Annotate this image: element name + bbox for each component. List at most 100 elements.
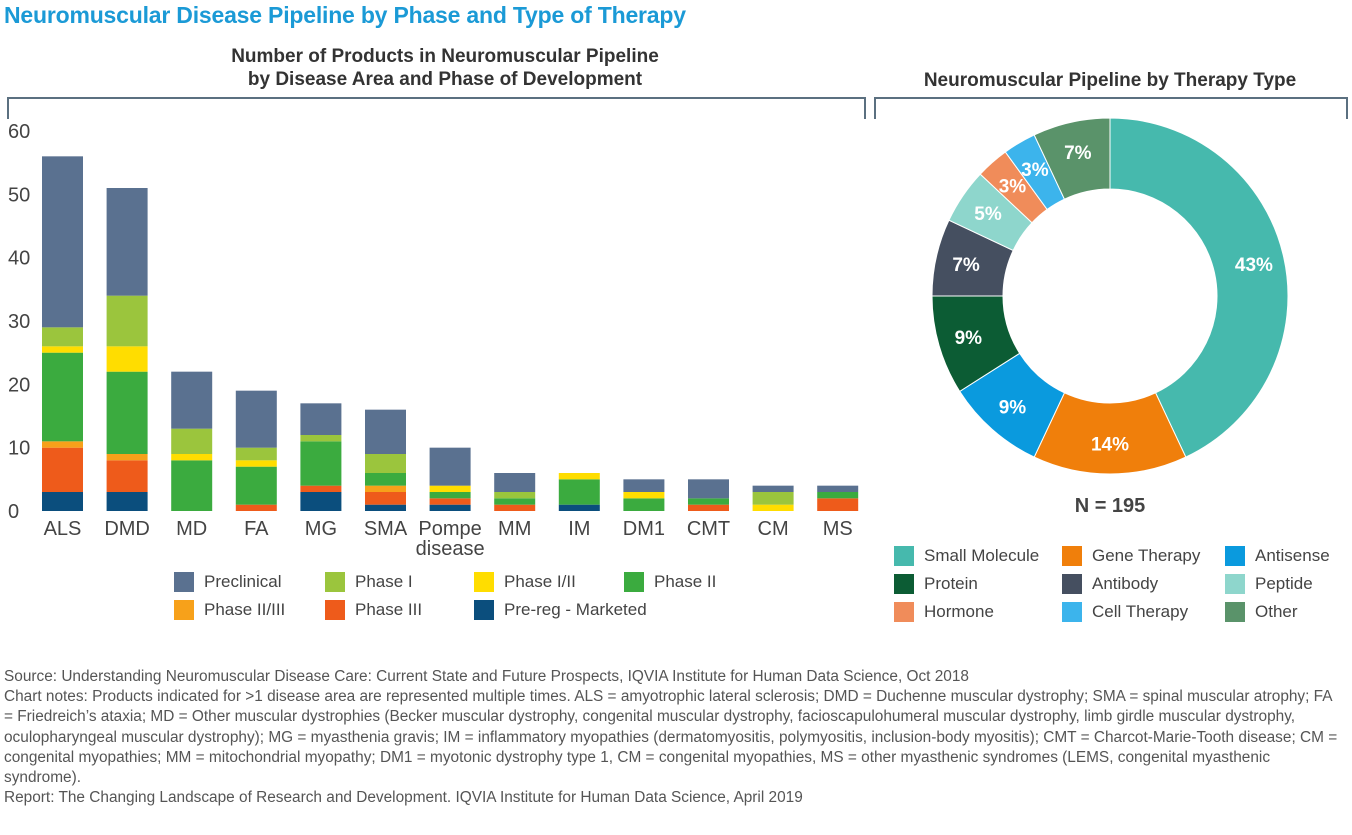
legend-item-phase-ii-iii: Phase II/III (174, 600, 285, 620)
legend-swatch-other (1225, 602, 1245, 622)
bar-chart-title-line-2: by Disease Area and Phase of Development (247, 69, 643, 90)
legend-label-phase-i-ii: Phase I/II (504, 572, 576, 591)
bar-segment-pompe-disease-pre-reg-marketed (429, 504, 471, 511)
source-note: Source: Understanding Neuromuscular Dise… (4, 668, 969, 685)
bar-segment-md-preclinical (171, 371, 213, 429)
y-tick-label-0: 0 (8, 501, 19, 523)
bar-chart-title: Number of Products in Neuromuscular Pipe… (110, 45, 780, 91)
x-tick-label-cmt: CMT (687, 518, 730, 540)
page-title: Neuromuscular Disease Pipeline by Phase … (4, 2, 686, 28)
bar-segment-sma-phase-ii-iii (365, 485, 406, 492)
legend-swatch-phase-i-ii (474, 572, 494, 592)
legend-item-protein: Protein (894, 574, 978, 594)
y-tick-label-50: 50 (8, 184, 30, 206)
y-tick-label-30: 30 (8, 311, 30, 333)
donut-chart-bracket (874, 97, 1348, 119)
bar-segment-mm-preclinical (494, 473, 536, 492)
bar-chart-bracket (7, 97, 866, 119)
bar-segment-cm-phase-i (752, 492, 794, 505)
donut-label-cell-therapy: 3% (1021, 160, 1049, 181)
x-tick-label-als: ALS (44, 518, 82, 540)
bar-segment-dmd-preclinical (106, 188, 148, 296)
legend-item-peptide: Peptide (1225, 574, 1313, 594)
bar-segment-pompe-disease-phase-i-ii (429, 485, 471, 492)
legend-label-phase-iii: Phase III (355, 600, 423, 619)
legend-label-pre-reg-marketed: Pre-reg - Marketed (504, 600, 647, 619)
legend-swatch-antibody (1062, 574, 1082, 594)
legend-item-phase-iii: Phase III (325, 600, 422, 620)
y-tick-label-20: 20 (8, 374, 30, 396)
bar-segment-mg-phase-ii (300, 441, 342, 486)
y-tick-label-60: 60 (8, 121, 30, 143)
legend-item-antibody: Antibody (1062, 574, 1158, 594)
bar-segment-sma-phase-ii (365, 473, 406, 486)
legend-label-hormone: Hormone (924, 602, 994, 621)
bar-segment-dm1-phase-ii (623, 498, 665, 511)
bar-segment-ms-phase-iii (817, 498, 859, 511)
y-tick-label-40: 40 (8, 248, 30, 270)
bar-segment-dmd-phase-ii (106, 371, 148, 454)
bar-segment-im-pre-reg-marketed (558, 504, 600, 511)
donut-label-peptide: 5% (974, 204, 1002, 225)
legend-item-pre-reg-marketed: Pre-reg - Marketed (474, 600, 647, 620)
donut-label-gene-therapy: 14% (1091, 435, 1129, 456)
bar-segment-sma-pre-reg-marketed (365, 504, 406, 511)
x-tick-label-fa: FA (244, 518, 269, 540)
bar-segment-mm-phase-ii (494, 498, 536, 505)
bar-segment-dmd-phase-i-ii (106, 346, 148, 372)
donut-slice-other (1033, 117, 1111, 200)
x-tick-label-dmd: DMD (104, 518, 150, 540)
bar-chart-title-line-1: Number of Products in Neuromuscular Pipe… (231, 46, 659, 67)
x-tick-label-im: IM (568, 518, 590, 540)
legend-label-cell-therapy: Cell Therapy (1092, 602, 1189, 621)
bar-segment-als-pre-reg-marketed (42, 492, 83, 511)
bar-segment-als-phase-iii (42, 447, 83, 492)
legend-label-preclinical: Preclinical (204, 572, 282, 591)
bar-segment-cm-phase-i-ii (752, 504, 794, 511)
legend-swatch-protein (894, 574, 914, 594)
bar-segment-im-phase-i-ii (558, 473, 600, 480)
bar-segment-md-phase-i (171, 428, 213, 454)
legend-swatch-pre-reg-marketed (474, 600, 494, 620)
x-tick-label-pompe-disease-line-1: Pompe (418, 518, 481, 540)
legend-item-preclinical: Preclinical (174, 572, 281, 592)
legend-swatch-phase-iii (325, 600, 345, 620)
x-tick-label-cm: CM (758, 518, 789, 540)
legend-swatch-cell-therapy (1062, 602, 1082, 622)
legend-label-other: Other (1255, 602, 1298, 621)
legend-item-antisense: Antisense (1225, 546, 1330, 566)
legend-label-peptide: Peptide (1255, 574, 1313, 593)
x-tick-label-dm1: DM1 (623, 518, 665, 540)
legend-swatch-preclinical (174, 572, 194, 592)
legend-item-phase-ii: Phase II (624, 572, 716, 592)
bar-segment-dmd-phase-ii-iii (106, 454, 148, 461)
bar-segment-fa-preclinical (235, 390, 277, 448)
legend-item-cell-therapy: Cell Therapy (1062, 602, 1188, 622)
legend-label-phase-i: Phase I (355, 572, 413, 591)
legend-item-phase-i-ii: Phase I/II (474, 572, 576, 592)
legend-swatch-antisense (1225, 546, 1245, 566)
bar-segment-md-phase-ii (171, 460, 213, 511)
bar-segment-sma-phase-i (365, 454, 406, 473)
bar-segment-als-phase-i (42, 327, 83, 347)
donut-chart-title: Neuromuscular Pipeline by Therapy Type (923, 70, 1297, 91)
donut-label-hormone: 3% (999, 176, 1027, 197)
bar-segment-cmt-phase-iii (688, 504, 729, 511)
bar-segment-ms-phase-ii (817, 492, 859, 499)
donut-chart: 43% 14% 9% 9% 7% 5% 3%3% 7% (931, 117, 1289, 475)
legend-swatch-phase-i (325, 572, 345, 592)
stacked-bar-chart: 0 10 20 30 40 50 60 ALS DMD MD FA MG SMA Pompedisease… (8, 121, 859, 560)
legend-label-gene-therapy: Gene Therapy (1092, 546, 1201, 565)
legend-swatch-hormone (894, 602, 914, 622)
bar-segment-im-phase-ii (558, 479, 600, 505)
footer-notes: Source: Understanding Neuromuscular Dise… (4, 667, 1344, 808)
x-tick-label-mg: MG (305, 518, 337, 540)
legend-item-small-molecule: Small Molecule (894, 546, 1039, 566)
bar-segment-dmd-phase-iii (106, 460, 148, 492)
bar-segment-mg-pre-reg-marketed (300, 492, 342, 511)
bar-segment-dmd-phase-i (106, 295, 148, 347)
bar-segment-mg-phase-i (300, 435, 342, 442)
bar-segment-pompe-disease-phase-ii (429, 492, 471, 499)
x-tick-label-sma: SMA (364, 518, 408, 540)
legend-label-phase-ii: Phase II (654, 572, 717, 591)
